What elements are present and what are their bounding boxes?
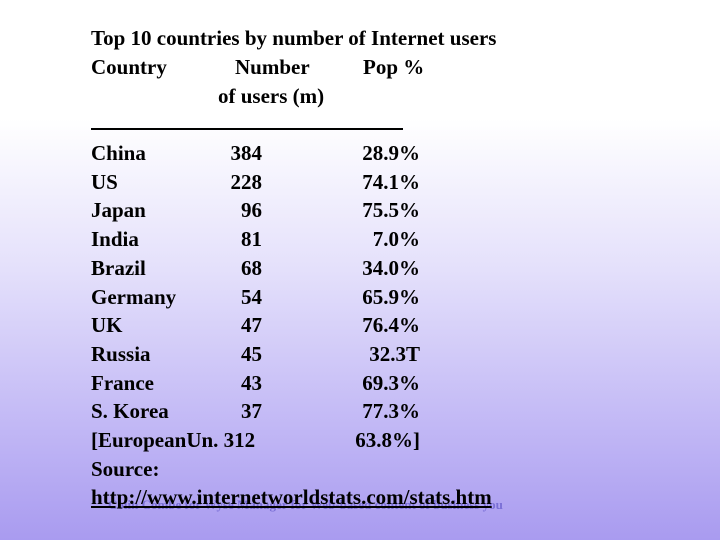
user-count: 54 bbox=[241, 284, 262, 309]
user-count: 81 bbox=[241, 227, 262, 252]
header-rule bbox=[91, 128, 403, 130]
population-percent: 32.3T bbox=[369, 341, 420, 366]
country-name: S. Korea bbox=[91, 399, 169, 424]
header-country: Country bbox=[91, 55, 167, 79]
table-row: India 81 7.0% bbox=[0, 225, 720, 253]
user-count: 68 bbox=[241, 255, 262, 280]
source-link[interactable]: http://www.internetworldstats.com/stats.… bbox=[91, 485, 492, 509]
table-row: S. Korea 37 77.3% bbox=[0, 397, 720, 425]
eu-row: [EuropeanUn. 312 63.8%] bbox=[0, 426, 720, 454]
population-percent: 34.0% bbox=[362, 255, 420, 280]
population-percent: 77.3% bbox=[362, 399, 420, 424]
table-row: US 228 74.1% bbox=[0, 168, 720, 196]
slide-title: Top 10 countries by number of Internet u… bbox=[91, 26, 497, 50]
user-count: 37 bbox=[241, 399, 262, 424]
country-name: UK bbox=[91, 313, 123, 338]
user-count: 228 bbox=[230, 169, 263, 194]
table-row: Japan 96 75.5% bbox=[0, 196, 720, 224]
population-percent: 76.4% bbox=[362, 313, 420, 338]
table-row: China 384 28.9% bbox=[0, 139, 720, 167]
country-name: China bbox=[91, 141, 146, 165]
population-percent: 65.9% bbox=[362, 284, 420, 309]
country-name: India bbox=[91, 227, 139, 252]
population-percent: 69.3% bbox=[362, 370, 420, 395]
table-row: France 43 69.3% bbox=[0, 369, 720, 397]
country-name: Germany bbox=[91, 284, 177, 309]
header-number: Number bbox=[235, 55, 310, 79]
population-percent: 74.1% bbox=[362, 169, 420, 194]
country-name: France bbox=[91, 370, 154, 395]
population-percent: 75.5% bbox=[362, 198, 420, 223]
country-name: Japan bbox=[91, 198, 146, 223]
user-count: 47 bbox=[241, 313, 262, 338]
country-name: Brazil bbox=[91, 255, 146, 280]
eu-pop: 63.8%] bbox=[355, 428, 420, 452]
country-name: Russia bbox=[91, 341, 151, 366]
eu-label: [EuropeanUn. 312 bbox=[91, 428, 256, 452]
table-row: Brazil 68 34.0% bbox=[0, 254, 720, 282]
table-row: Russia 45 32.3T bbox=[0, 340, 720, 368]
header-number-subtitle: of users (m) bbox=[218, 84, 325, 108]
user-count: 45 bbox=[241, 341, 262, 366]
table-row: Germany 54 65.9% bbox=[0, 283, 720, 311]
population-percent: 7.0% bbox=[372, 227, 420, 252]
user-count: 43 bbox=[241, 370, 262, 395]
table-row: UK 47 76.4% bbox=[0, 311, 720, 339]
header-pop: Pop % bbox=[363, 55, 425, 79]
footer-overlay-text: Colin Combe for Wyse Manager for Web-bas… bbox=[108, 497, 503, 512]
user-count: 384 bbox=[230, 141, 263, 165]
country-name: US bbox=[91, 169, 118, 194]
source-label: Source: bbox=[91, 457, 160, 481]
population-percent: 28.9% bbox=[362, 141, 420, 165]
user-count: 96 bbox=[241, 198, 262, 223]
